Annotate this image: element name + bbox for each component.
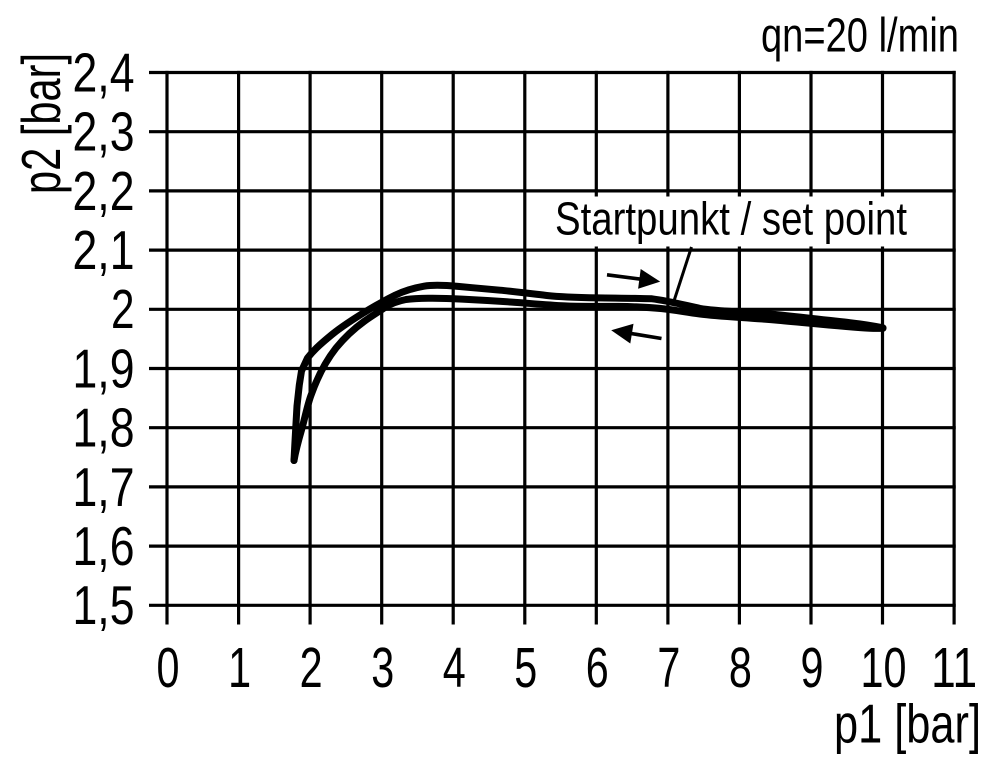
svg-text:2: 2 xyxy=(111,278,135,340)
svg-text:2: 2 xyxy=(300,636,323,699)
svg-text:10: 10 xyxy=(861,636,907,699)
svg-text:Startpunkt / set point: Startpunkt / set point xyxy=(555,193,907,245)
svg-text:1,5: 1,5 xyxy=(73,574,135,636)
svg-text:8: 8 xyxy=(729,636,752,699)
svg-text:2,3: 2,3 xyxy=(73,101,135,163)
svg-text:2,2: 2,2 xyxy=(73,160,135,222)
svg-text:7: 7 xyxy=(657,636,680,699)
svg-text:2,4: 2,4 xyxy=(73,41,135,103)
svg-text:11: 11 xyxy=(931,636,977,699)
svg-text:1,6: 1,6 xyxy=(73,515,135,577)
svg-text:1,7: 1,7 xyxy=(73,456,135,518)
svg-text:3: 3 xyxy=(371,636,394,699)
svg-text:1,9: 1,9 xyxy=(73,337,135,399)
svg-text:p2 [bar]: p2 [bar] xyxy=(10,53,72,194)
svg-text:2,1: 2,1 xyxy=(73,219,135,281)
svg-text:6: 6 xyxy=(586,636,609,699)
svg-text:5: 5 xyxy=(514,636,537,699)
svg-text:9: 9 xyxy=(801,636,824,699)
svg-text:1,8: 1,8 xyxy=(73,397,135,459)
svg-text:0: 0 xyxy=(157,636,180,699)
svg-text:p1 [bar]: p1 [bar] xyxy=(834,693,981,755)
svg-text:1: 1 xyxy=(228,636,251,699)
svg-text:qn=20 l/min: qn=20 l/min xyxy=(761,10,959,63)
svg-text:4: 4 xyxy=(443,636,466,699)
